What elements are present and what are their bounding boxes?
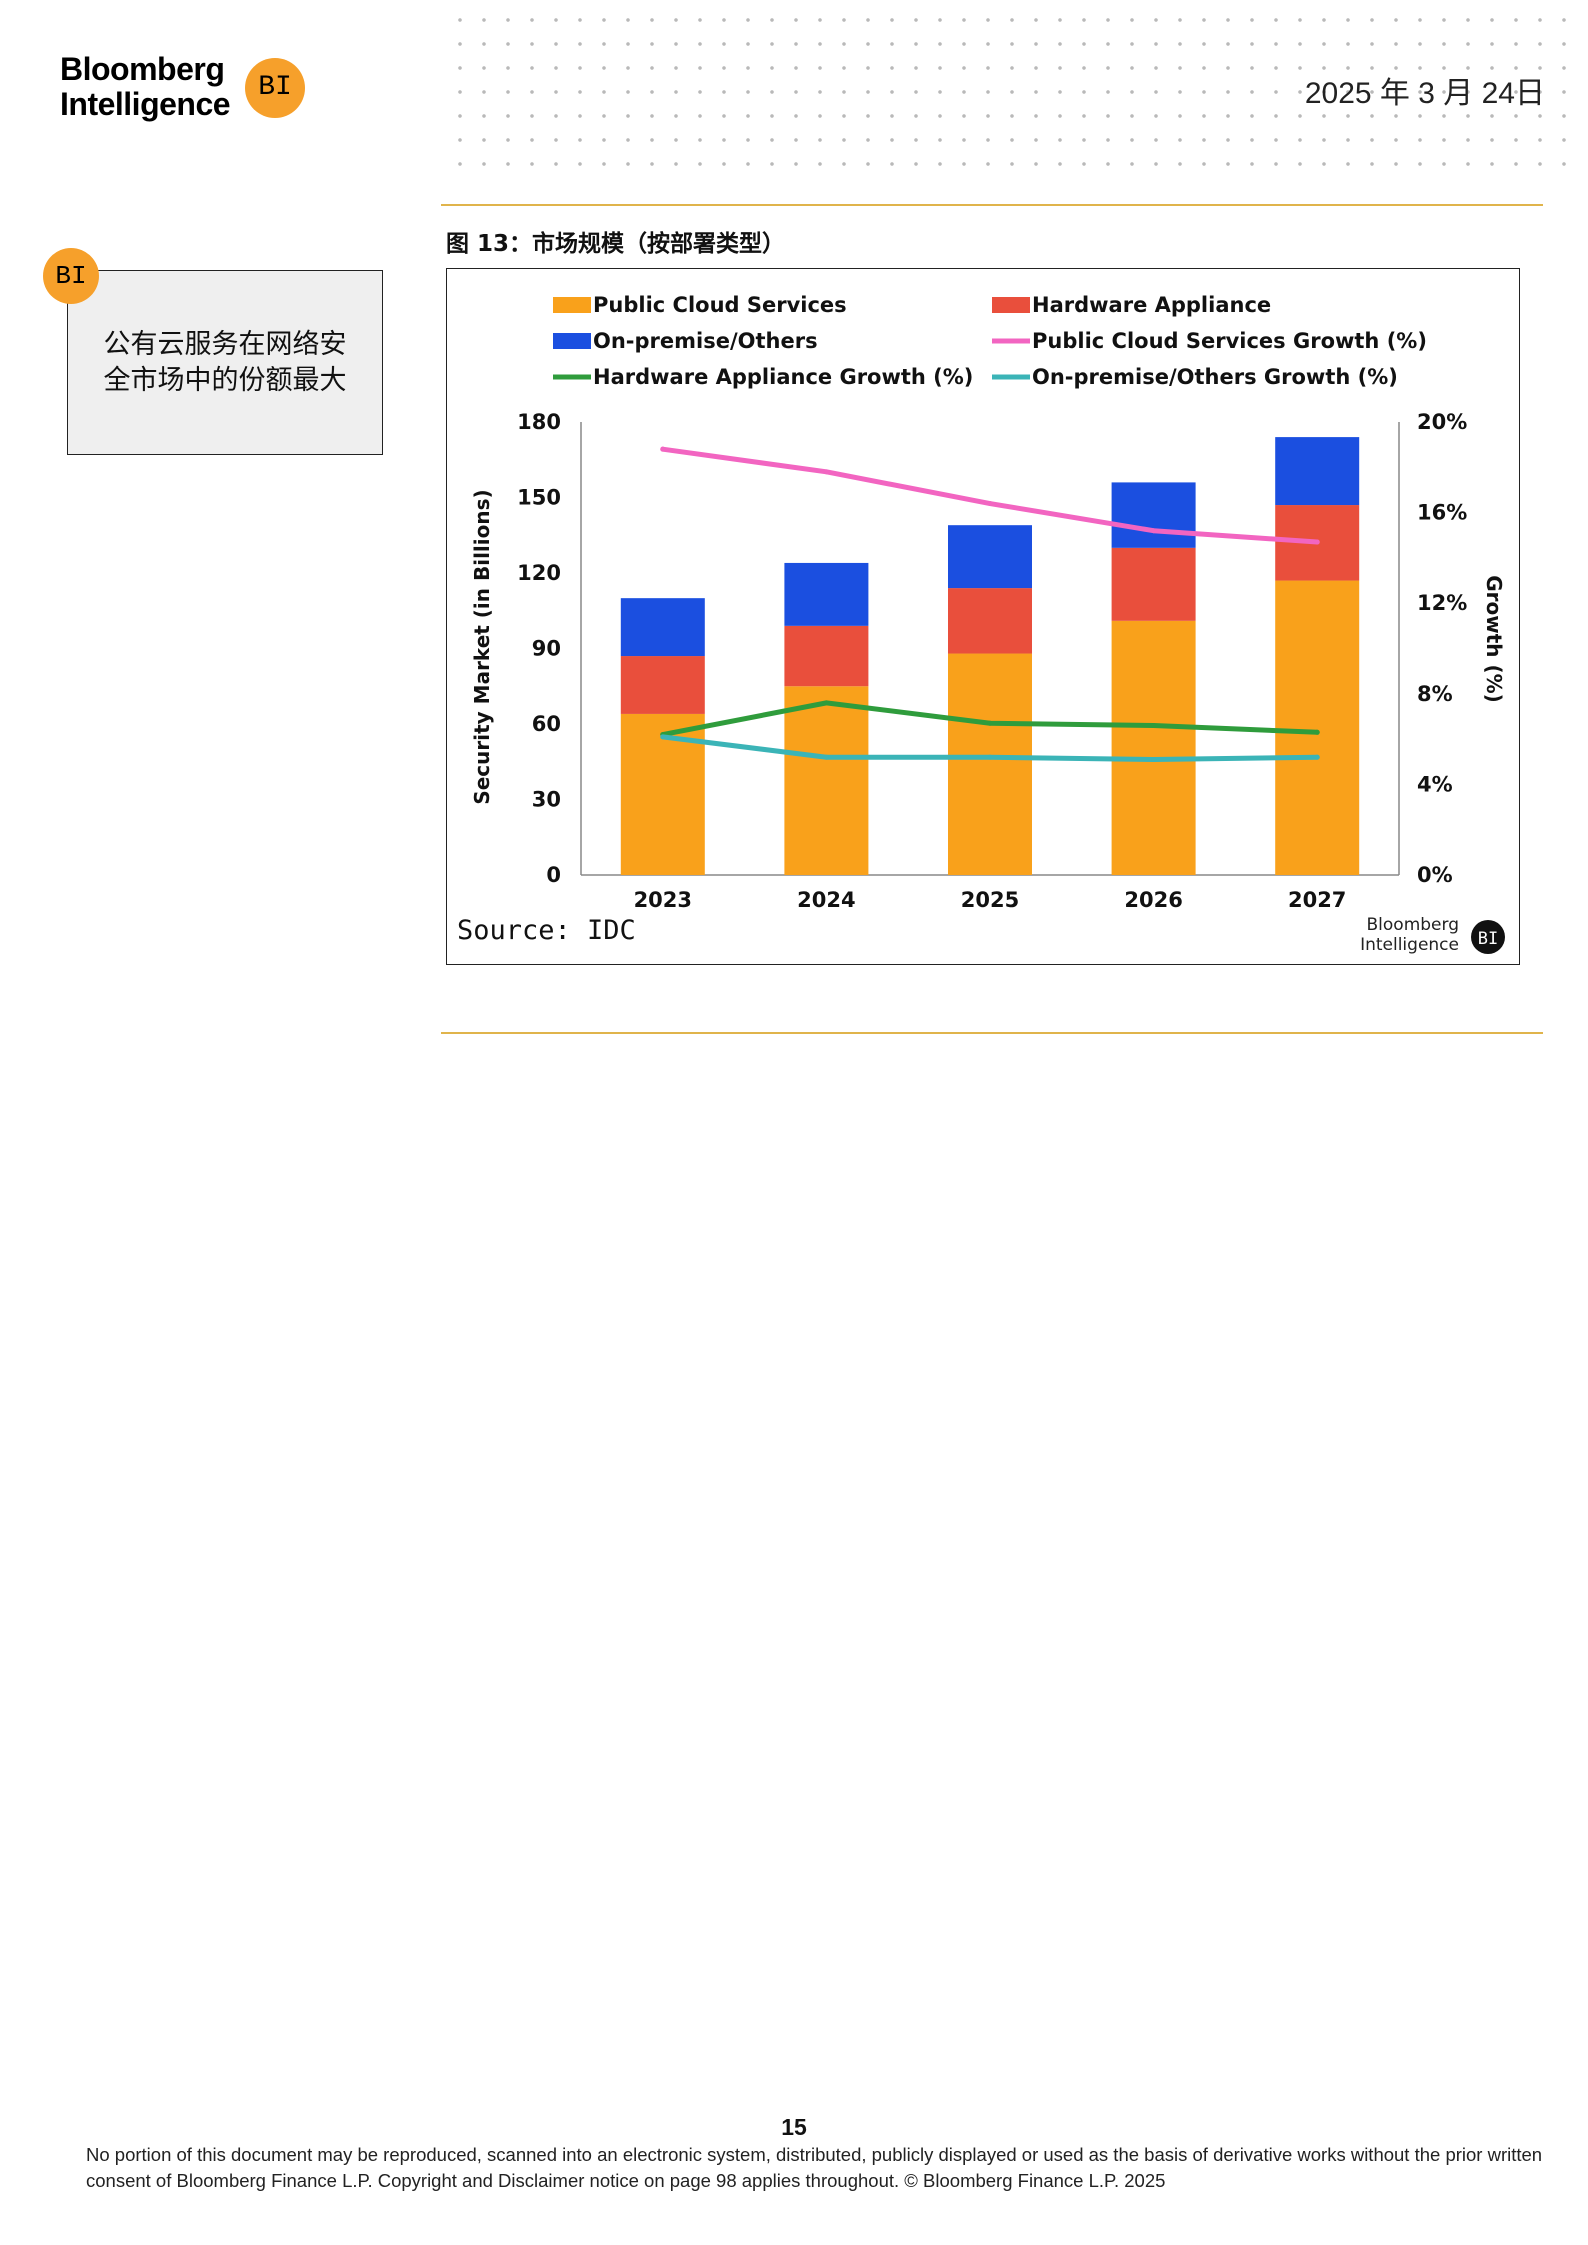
chart-watermark-bi-icon	[1471, 920, 1505, 954]
legend-label: Hardware Appliance	[1032, 293, 1271, 317]
y2-tick-label: 16%	[1417, 501, 1467, 525]
growth-point	[660, 734, 666, 740]
legend-line-swatch	[992, 374, 1030, 380]
legend-line-swatch	[553, 374, 591, 380]
sidebar-bi-badge-icon: BI	[43, 248, 99, 304]
logo-wordmark-line1: Bloomberg	[60, 51, 225, 87]
chart-watermark-line1: Bloomberg	[1367, 915, 1459, 935]
legend-label: Hardware Appliance Growth (%)	[593, 365, 973, 389]
y2-axis-title: Growth (%)	[1482, 575, 1506, 703]
market-size-chart: Public Cloud Services Hardware Appliance O…	[457, 293, 1506, 955]
logo-wordmark-line2: Intelligence	[60, 86, 231, 122]
top-divider	[441, 204, 1543, 206]
bar-segment	[784, 625, 869, 687]
growth-point	[823, 754, 829, 760]
bar-segment	[948, 588, 1032, 654]
growth-point	[1314, 729, 1320, 735]
bar-segment	[948, 525, 1032, 589]
sidebar-callout-box: 公有云服务在网络安全市场中的份额最大	[67, 270, 383, 455]
bloomberg-intelligence-logo: Bloomberg Intelligence BI	[60, 51, 305, 122]
y2-tick-label: 0%	[1417, 863, 1453, 887]
y2-tick-label: 8%	[1417, 682, 1453, 706]
growth-point	[660, 446, 666, 452]
y-tick-label: 60	[532, 712, 561, 736]
x-tick-label: 2025	[961, 888, 1019, 912]
bar-segment	[620, 598, 705, 657]
growth-point	[1151, 756, 1157, 762]
chart-watermark-line2: Intelligence	[1360, 935, 1459, 955]
y-axis-title: Security Market (in Billions)	[470, 489, 494, 804]
growth-point	[1151, 723, 1157, 729]
legend-swatch	[992, 297, 1030, 313]
bar-segment	[1275, 580, 1360, 875]
bar-segment	[1111, 620, 1196, 875]
legend-line-swatch	[992, 338, 1030, 344]
y2-tick-label: 12%	[1417, 591, 1467, 615]
legend-label: Public Cloud Services Growth (%)	[1032, 329, 1427, 353]
growth-point	[987, 501, 993, 507]
y-tick-label: 150	[517, 486, 561, 510]
bar-segment	[620, 656, 705, 714]
x-tick-label: 2023	[634, 888, 692, 912]
growth-point	[987, 720, 993, 726]
legend-swatch	[553, 333, 591, 349]
page-number: 15	[781, 2114, 807, 2140]
bar-segment	[784, 686, 869, 875]
bar-segment	[1275, 437, 1360, 506]
y-tick-label: 180	[517, 410, 561, 434]
growth-point	[1151, 528, 1157, 534]
chart-frame: Public Cloud Services Hardware Appliance O…	[446, 268, 1520, 965]
bottom-divider	[441, 1032, 1543, 1034]
bar-segment	[948, 653, 1032, 875]
header-dot-pattern	[448, 8, 1576, 168]
bar-segment	[784, 562, 869, 626]
legend-swatch	[553, 297, 591, 313]
growth-point	[1314, 539, 1320, 545]
chart-watermark-badge-text: BI	[1478, 929, 1498, 949]
legend-label: On-premise/Others	[593, 329, 818, 353]
y-tick-label: 120	[517, 561, 561, 585]
growth-point	[987, 754, 993, 760]
bar-segment	[1111, 547, 1196, 621]
y-tick-label: 90	[532, 637, 561, 661]
x-tick-label: 2027	[1288, 888, 1346, 912]
legend-label: Public Cloud Services	[593, 293, 847, 317]
y2-tick-label: 4%	[1417, 772, 1453, 796]
growth-point	[823, 469, 829, 475]
x-tick-label: 2026	[1124, 888, 1182, 912]
growth-point	[823, 700, 829, 706]
disclaimer-text: No portion of this document may be repro…	[86, 2144, 1543, 2191]
bar-segment	[1111, 482, 1196, 548]
bi-badge-icon: BI	[245, 58, 305, 118]
legend-label: On-premise/Others Growth (%)	[1032, 365, 1398, 389]
y-tick-label: 30	[532, 788, 561, 812]
growth-point	[1314, 754, 1320, 760]
report-date: 2025 年 3 月 24日	[1304, 77, 1545, 110]
y2-tick-label: 20%	[1417, 410, 1467, 434]
x-tick-label: 2024	[797, 888, 855, 912]
sidebar-callout-text: 公有云服务在网络安全市场中的份额最大	[103, 328, 347, 396]
y-tick-label: 0	[546, 863, 561, 887]
chart-source: Source: IDC	[457, 915, 636, 946]
figure-title: 图 13：市场规模（按部署类型）	[446, 231, 786, 257]
